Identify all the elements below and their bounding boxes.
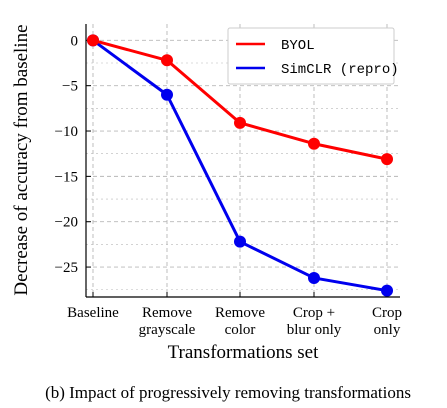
legend-label-byol: BYOL [281,38,315,54]
y-tick-label: −15 [55,169,78,185]
legend-box [227,27,395,85]
data-series [87,34,393,297]
y-tick-label: −20 [55,215,78,231]
grid-lines [86,24,400,297]
x-tick-label: Remove [142,305,192,321]
data-point-simclr [308,271,320,284]
data-point-simclr [234,235,246,248]
y-tick-label: −5 [62,79,78,95]
x-tick-label: Baseline [67,305,119,321]
data-point-byol [308,137,320,150]
data-point-simclr [381,284,393,297]
x-tick-label: blur only [287,322,342,338]
y-tick-label: −10 [55,124,78,140]
data-point-byol [161,54,173,67]
x-tick-label: only [374,322,401,338]
x-tick-label: Crop [372,305,402,321]
x-tick-label: grayscale [139,322,196,338]
data-point-byol [234,116,246,129]
y-tick-label: −25 [55,260,78,276]
legend-label-simclr: SimCLR (repro) [281,62,399,78]
figure-caption: (b) Impact of progressively removing tra… [45,383,411,402]
data-point-byol [87,34,99,47]
data-point-byol [381,153,393,166]
x-tick-label: Crop + [293,305,335,321]
x-tick-label: color [225,322,256,338]
legend: BYOL SimCLR (repro) [227,27,399,85]
data-point-simclr [161,88,173,101]
x-axis-label: Transformations set [168,342,319,363]
y-tick-label: 0 [71,33,79,49]
y-axis-label: Decrease of accuracy from baseline [11,24,32,295]
y-axis-ticks: 0 −5 −10 −15 −20 −25 [55,33,91,276]
x-tick-label: Remove [215,305,265,321]
